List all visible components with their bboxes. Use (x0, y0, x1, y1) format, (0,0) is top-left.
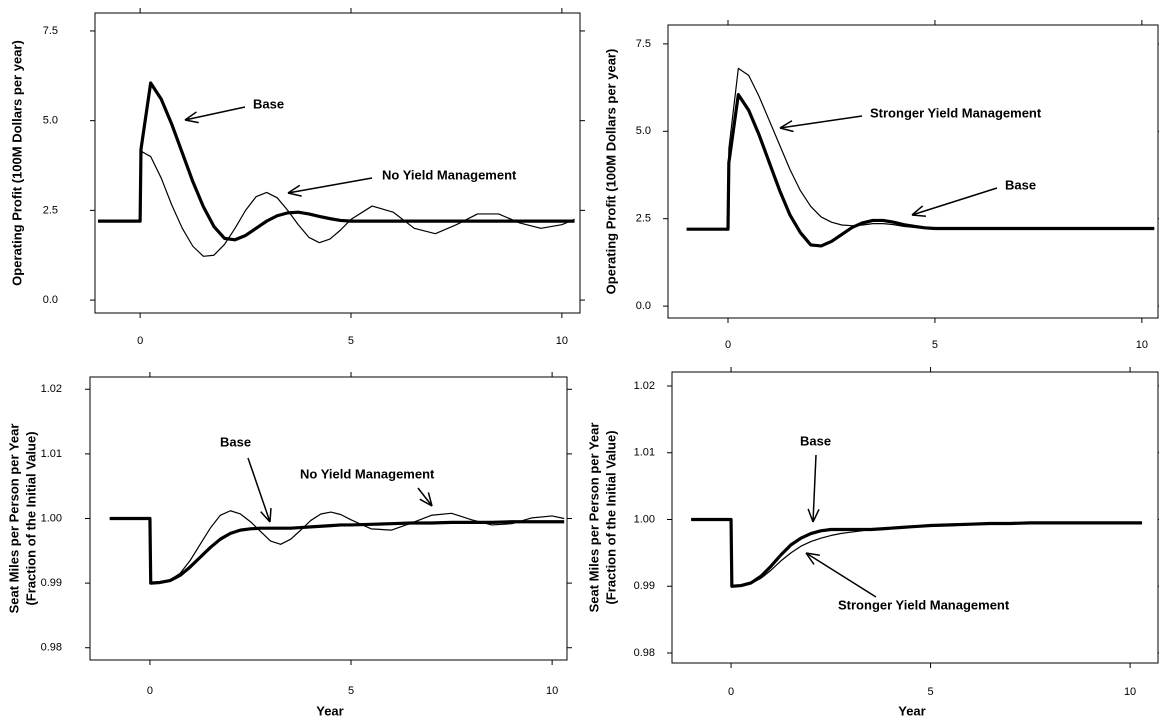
series-annotation: Stronger Yield Management (870, 105, 1042, 120)
y-tick-label: 1.01 (41, 448, 62, 460)
arrow-head (812, 509, 820, 523)
plot-frame (94, 12, 581, 314)
plot-frame (667, 24, 1159, 319)
y-tick-label: 1.01 (634, 447, 655, 459)
y-axis-title: Operating Profit (100M Dollars per year) (9, 40, 24, 286)
y-axis-title: Operating Profit (100M Dollars per year) (603, 49, 618, 295)
x-tick-label: 5 (927, 686, 933, 698)
x-tick-label: 10 (1136, 339, 1148, 351)
panel: 0.0 2.5 5.0 7.5 0 5 10 Operating Profit (100M D… (9, 8, 585, 347)
x-tick-label: 5 (932, 339, 938, 351)
y-tick-label: 2.5 (636, 213, 651, 225)
arrow-head (911, 214, 927, 218)
arrow-head (807, 508, 814, 523)
arrow-head (779, 127, 794, 133)
series-line (691, 518, 1143, 587)
y-tick-label: 7.5 (43, 25, 58, 37)
y-tick-label: 5.0 (636, 125, 651, 137)
arrow-head (911, 205, 924, 216)
series-line (97, 81, 575, 242)
arrow-head (779, 120, 793, 129)
arrow-head (805, 552, 815, 565)
x-tick-label: 5 (348, 335, 354, 347)
y-tick-label: 7.5 (636, 38, 651, 50)
arrow-head (287, 192, 302, 197)
x-axis-title: Year (898, 703, 925, 718)
x-tick-label: 0 (728, 686, 734, 698)
series-line (97, 150, 575, 257)
annotation-arrow (779, 115, 863, 129)
y-axis-title: (Fraction of the Initial Value) (603, 430, 618, 604)
y-tick-label: 1.00 (41, 512, 62, 524)
arrow-head (184, 119, 199, 124)
y-tick-label: 0.99 (41, 577, 62, 589)
arrow-head (184, 111, 197, 121)
series-line (691, 517, 1143, 588)
y-tick-label: 2.5 (43, 204, 58, 216)
series-annotation: Stronger Yield Management (838, 597, 1010, 612)
y-tick-label: 1.02 (41, 383, 62, 395)
series-annotation: No Yield Management (300, 466, 435, 481)
series-annotation: Base (800, 433, 831, 448)
arrow-head (427, 492, 433, 507)
annotation-arrow (287, 177, 373, 194)
y-tick-label: 0.98 (634, 647, 655, 659)
y-axis-title: (Fraction of the Initial Value) (23, 431, 38, 605)
arrow-head (805, 552, 820, 556)
y-tick-label: 5.0 (43, 115, 58, 127)
x-axis-title: Year (316, 703, 343, 718)
panel: 0.98 0.99 1.00 1.01 1.02 0 5 10 Seat Miles per P… (6, 372, 572, 718)
x-tick-label: 10 (556, 335, 568, 347)
series-annotation: Base (220, 434, 251, 449)
x-tick-label: 0 (137, 335, 143, 347)
panel: 0.98 0.99 1.00 1.01 1.02 0 5 10 Seat Miles per P… (586, 367, 1159, 718)
y-tick-label: 0.98 (41, 642, 62, 654)
series-line (109, 510, 565, 584)
annotation-arrow (417, 487, 433, 507)
arrow-head (269, 507, 272, 523)
y-axis-title: Seat Miles per Person per Year (6, 424, 21, 614)
series-annotation: No Yield Management (382, 167, 517, 182)
plot-frame (89, 376, 568, 661)
y-tick-label: 0.0 (43, 294, 58, 306)
x-tick-label: 0 (147, 685, 153, 697)
annotation-arrow (184, 106, 246, 121)
series-line (686, 67, 1155, 230)
series-annotation: Base (1005, 177, 1036, 192)
y-tick-label: 1.00 (634, 513, 655, 525)
arrow-head (287, 184, 301, 194)
annotation-arrow (911, 187, 998, 216)
series-annotation: Base (253, 96, 284, 111)
x-tick-label: 10 (546, 685, 558, 697)
y-tick-label: 1.02 (634, 380, 655, 392)
arrow-head (419, 498, 433, 507)
annotation-arrow (812, 454, 817, 523)
series-line (109, 516, 565, 585)
y-tick-label: 0.0 (636, 300, 651, 312)
y-tick-label: 0.99 (634, 580, 655, 592)
x-tick-label: 5 (348, 685, 354, 697)
plot-frame (671, 371, 1159, 664)
annotation-arrow (247, 457, 271, 523)
x-tick-label: 10 (1124, 686, 1136, 698)
panel: 0.0 2.5 5.0 7.5 0 5 10 Operating Profit (100M D… (603, 20, 1159, 351)
arrow-head (260, 511, 271, 523)
x-tick-label: 0 (725, 339, 731, 351)
annotation-arrow (805, 552, 877, 598)
y-axis-title: Seat Miles per Person per Year (586, 423, 601, 613)
